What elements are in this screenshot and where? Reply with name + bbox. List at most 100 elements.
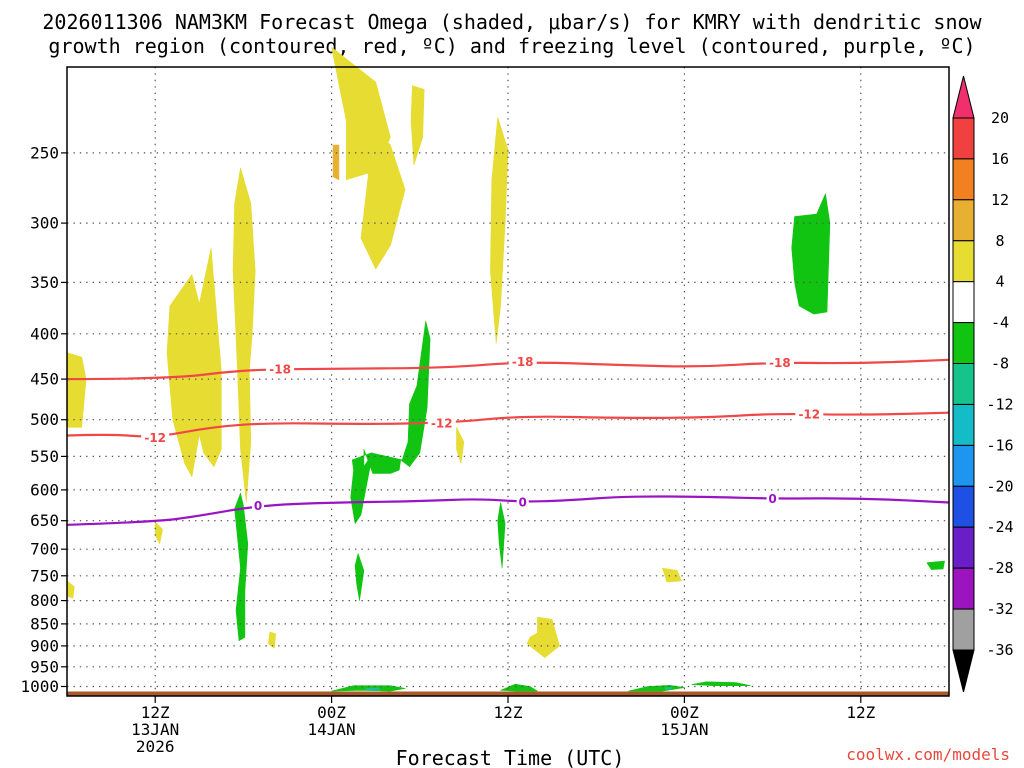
x-tick-label: 12Z [141, 703, 170, 722]
colorbar-label: 8 [995, 232, 1004, 250]
omega-region-22 [500, 683, 538, 692]
chart-title-line2: growth region (contoured, red, ºC) and f… [48, 34, 975, 58]
y-tick-label: 500 [30, 410, 59, 429]
x-tick-label: 14JAN [308, 720, 356, 739]
contour-label: 0 [519, 495, 527, 509]
chart-title-line1: 2026011306 NAM3KM Forecast Omega (shaded… [42, 10, 982, 34]
colorbar-swatch [952, 567, 975, 610]
colorbar-swatch [952, 526, 975, 569]
colorbar-swatch [952, 240, 975, 283]
omega-region-5 [490, 117, 509, 344]
omega-region-2 [360, 112, 406, 270]
colorbar-swatch [952, 281, 975, 324]
colorbar-swatch [952, 117, 975, 160]
colorbar-label: -36 [986, 641, 1013, 659]
x-tick-label: 00Z [317, 703, 346, 722]
colorbar-swatch [952, 158, 975, 201]
contour-label-bg [252, 498, 265, 513]
colorbar: 20 16 12 8 4 -4 -8 -12 -16 -20 -24 -28 -32 -36 [952, 75, 1014, 693]
colorbar-label: 16 [991, 150, 1009, 168]
colorbar-label: -20 [986, 477, 1013, 495]
colorbar-label: 12 [991, 191, 1009, 209]
colorbar-swatch [952, 322, 975, 365]
contour-label: -18 [512, 355, 534, 369]
x-tick-label: 00Z [670, 703, 699, 722]
y-axis: 250 300 350 400 450 500 550 600 650 700 750 800 850 9… [20, 143, 67, 696]
contour-label-bg [765, 355, 794, 370]
y-tick-label: 300 [30, 214, 59, 233]
omega-region-7 [166, 247, 222, 478]
y-tick-label: 800 [30, 591, 59, 610]
contour-label: -18 [269, 363, 291, 377]
colorbar-label: -24 [986, 518, 1013, 536]
x-tick-label: 15JAN [660, 720, 708, 739]
contour-label-bg [266, 362, 295, 377]
x-tick-label: 2026 [136, 737, 175, 756]
y-tick-label: 350 [30, 273, 59, 292]
y-tick-label: 1000 [20, 677, 59, 696]
isotherm-0-line [66, 495, 950, 526]
x-axis-label: Forecast Time (UTC) [396, 746, 625, 768]
colorbar-swatch [952, 404, 975, 446]
colorbar-label: 20 [991, 109, 1009, 127]
x-tick-label: 12Z [494, 703, 523, 722]
y-tick-label: 950 [30, 657, 59, 676]
omega-region-17 [234, 492, 249, 642]
colorbar-label: -8 [991, 355, 1009, 373]
colorbar-label: -4 [991, 314, 1009, 332]
omega-region-15 [791, 193, 831, 315]
y-tick-label: 750 [30, 566, 59, 585]
contour-label-bg [795, 407, 824, 422]
contour-label-bg [516, 494, 529, 509]
omega-region-10 [154, 521, 163, 545]
y-tick-label: 550 [30, 447, 59, 466]
omega-region-20 [926, 560, 945, 570]
colorbar-swatch [952, 363, 975, 405]
y-tick-label: 250 [30, 143, 59, 162]
y-tick-label: 850 [30, 614, 59, 633]
colorbar-label: -28 [986, 559, 1013, 577]
y-tick-label: 900 [30, 636, 59, 655]
colorbar-swatch [952, 444, 975, 487]
colorbar-swatch [952, 199, 975, 242]
contour-label: -12 [798, 408, 820, 422]
colorbar-label: -12 [986, 396, 1013, 414]
isotherm-minus-12-line [66, 411, 950, 438]
omega-region-6 [232, 167, 256, 503]
omega-region-19 [497, 502, 506, 569]
colorbar-swatch [952, 608, 975, 651]
contour-label-bg [508, 354, 537, 369]
omega-region-3 [332, 144, 340, 180]
contour-label: -12 [431, 416, 453, 430]
omega-region-26 [664, 686, 672, 690]
colorbar-label: -16 [986, 436, 1013, 454]
ground-surface [67, 691, 949, 696]
contour-label-bg [427, 415, 456, 430]
omega-region-18 [354, 553, 365, 601]
y-tick-label: 450 [30, 370, 59, 389]
colorbar-top-arrow [952, 75, 975, 119]
y-tick-label: 700 [30, 540, 59, 559]
colorbar-label: 4 [995, 273, 1004, 291]
omega-region-4 [410, 85, 425, 166]
colorbar-swatch [952, 485, 975, 528]
y-tick-label: 400 [30, 324, 59, 343]
contour-label-bg [141, 430, 170, 445]
contour-label: 0 [254, 499, 262, 513]
colorbar-bottom-arrow [952, 649, 975, 693]
contour-label: -18 [769, 356, 791, 370]
omega-region-23 [628, 684, 685, 692]
contour-label: -12 [144, 431, 166, 445]
plot-area: -18 -18 -18 -12 -12 -12 0 0 0 [66, 46, 950, 697]
omega-region-8 [66, 352, 87, 428]
omega-region-12 [662, 567, 682, 583]
omega-region-24 [691, 681, 751, 687]
contour-label-bg [766, 491, 779, 506]
x-tick-label: 12Z [846, 703, 875, 722]
credit-text: coolwx.com/models [846, 745, 1010, 764]
omega-region-9 [456, 426, 465, 464]
y-tick-label: 600 [30, 480, 59, 499]
omega-region-11 [66, 580, 75, 599]
